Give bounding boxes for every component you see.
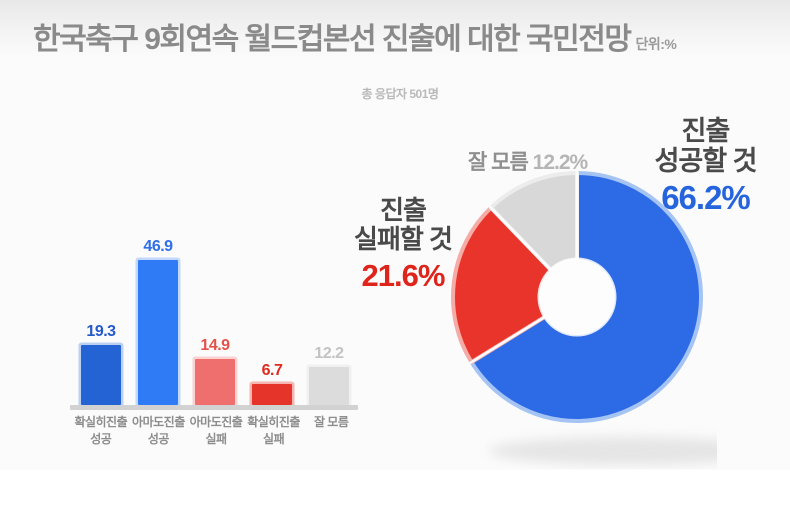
bar — [81, 345, 121, 405]
donut-hole — [537, 257, 617, 337]
donut-chart — [451, 171, 717, 465]
donut-shadow — [489, 437, 717, 465]
donut-label-unknown-text: 잘 모름 — [468, 151, 529, 174]
donut-label-fail-value: 21.6% — [361, 258, 446, 294]
bar-category-label: 확실히진출 성공 — [74, 415, 128, 447]
bar-chart-category-labels: 확실히진출 성공 아마도진출 성공 아마도진출 실패 확실히진출 실패 잘 모름 — [72, 414, 360, 449]
bar-value-label: 14.9 — [200, 337, 230, 354]
bar-column: 6.7 — [252, 362, 292, 405]
bar-value-label: 12.2 — [314, 345, 344, 362]
bar-column: 14.9 — [195, 337, 235, 405]
bar-column: 19.3 — [81, 323, 121, 405]
bar-category-label: 아마도진출 성공 — [132, 415, 185, 447]
bar-column: 12.2 — [309, 345, 349, 405]
donut-label-success-value: 66.2% — [661, 179, 751, 217]
donut-label-success-line1: 진출 — [681, 116, 731, 146]
bar — [309, 367, 349, 405]
donut-label-unknown: 잘 모름 12.2% — [468, 146, 589, 176]
bar-category-label: 잘 모름 — [313, 415, 349, 429]
bar-chart-bars: 19.3 46.9 14.9 6.7 12.2 — [81, 238, 349, 405]
bar-category-label: 아마도진출 실패 — [189, 415, 243, 447]
donut-label-unknown-value: 12.2% — [532, 151, 589, 174]
page-title: 한국축구 9회연속 월드컵본선 진출에 대한 국민전망 단위:% — [33, 14, 677, 58]
respondents-subtitle: 총 응답자 501명 — [361, 87, 439, 101]
donut-label-success-line2: 성공할 것 — [654, 146, 758, 177]
donut-label-success: 진출 성공할 것 66.2% — [628, 116, 783, 217]
bar-category-label: 확실히진출 실패 — [247, 415, 300, 447]
bar-column: 46.9 — [138, 238, 178, 405]
bar — [252, 384, 292, 405]
donut-label-fail-line2: 실패할 것 — [354, 224, 453, 255]
bar-value-label: 46.9 — [143, 238, 173, 255]
bar-value-label: 19.3 — [86, 323, 116, 340]
unit-label: 단위:% — [635, 36, 677, 52]
donut-label-fail: 진출 실패할 것 21.6% — [332, 195, 474, 294]
bar — [195, 359, 235, 405]
bar-chart-baseline — [70, 405, 358, 410]
bar — [138, 260, 178, 405]
donut-slice-fail — [451, 205, 579, 365]
bar-value-label: 6.7 — [261, 362, 283, 379]
donut-label-fail-line1: 진출 — [380, 195, 427, 225]
page-title-text: 한국축구 9회연속 월드컵본선 진출에 대한 국민전망 — [33, 23, 632, 56]
